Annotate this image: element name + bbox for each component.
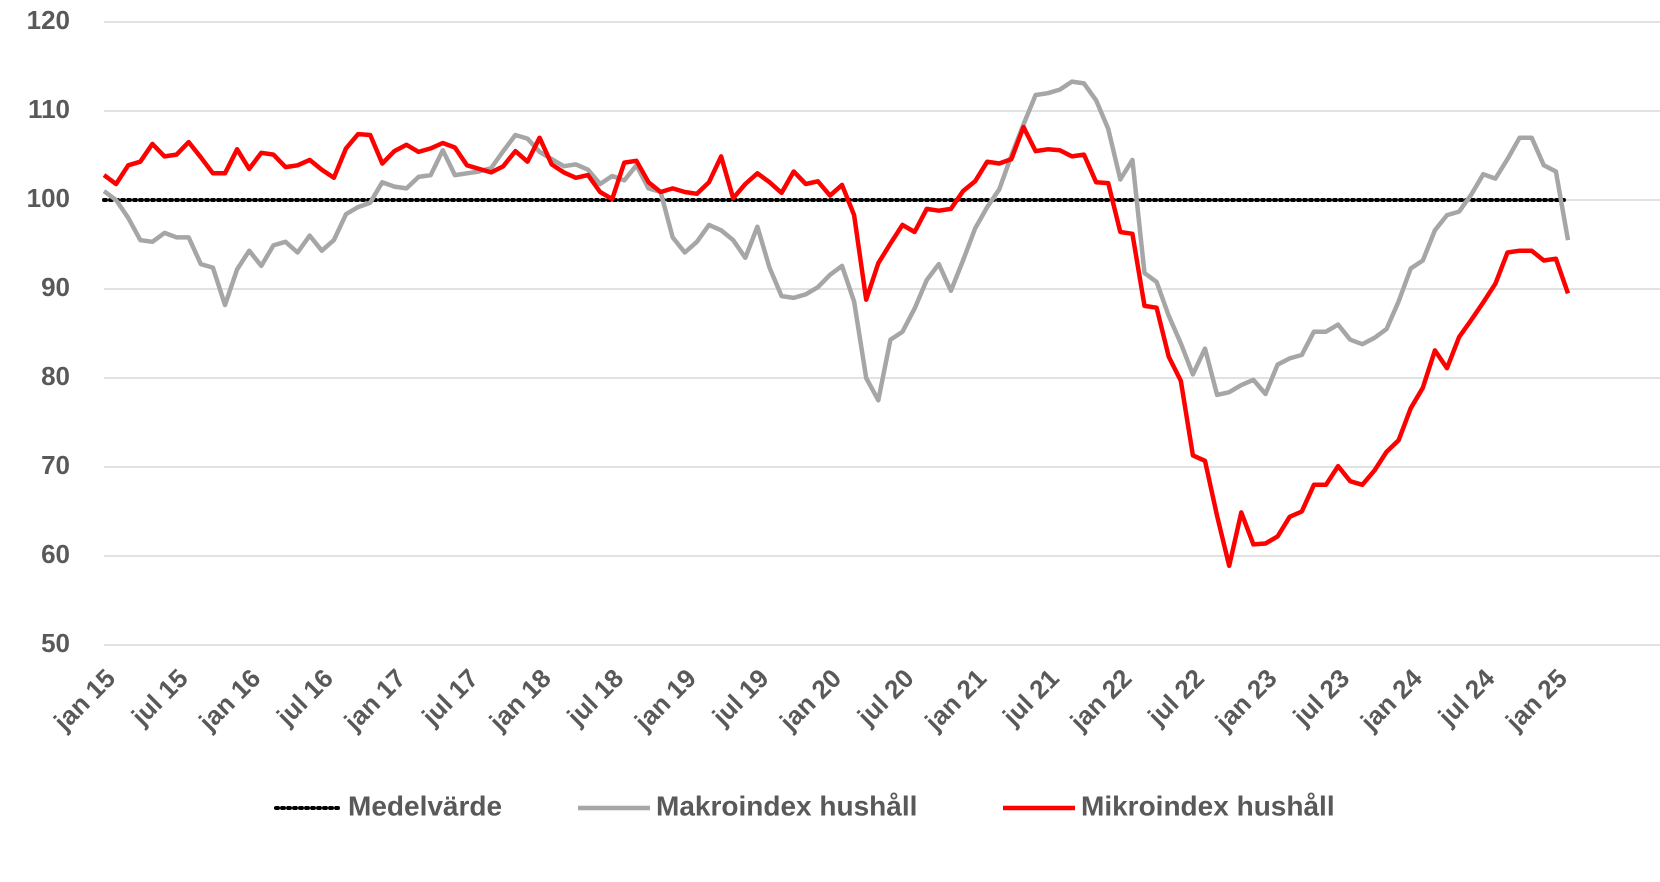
x-tick-label: jul 18 [560, 663, 629, 732]
x-tick-label: jan 18 [483, 663, 557, 737]
x-tick-label: jul 16 [270, 663, 339, 732]
legend-label: Makroindex hushåll [656, 790, 917, 821]
x-tick-label: jan 24 [1354, 663, 1428, 737]
x-tick-label: jan 22 [1063, 663, 1137, 737]
y-tick-label: 80 [41, 361, 70, 391]
x-tick-label: jan 25 [1499, 663, 1573, 737]
x-tick-label: jul 19 [706, 663, 775, 732]
y-tick-label: 60 [41, 539, 70, 569]
y-tick-label: 90 [41, 272, 70, 302]
x-tick-label: jan 23 [1209, 663, 1283, 737]
x-tick-label: jan 17 [337, 663, 411, 737]
series-line [102, 79, 1571, 403]
x-tick-label: jan 15 [47, 663, 121, 737]
x-tick-label: jan 19 [628, 663, 702, 737]
x-tick-label: jul 20 [851, 663, 920, 732]
x-tick-label: jul 23 [1286, 663, 1355, 732]
x-tick-label: jul 15 [125, 663, 194, 732]
x-tick-label: jul 21 [996, 663, 1065, 732]
y-tick-label: 70 [41, 450, 70, 480]
x-tick-label: jul 24 [1431, 663, 1500, 732]
legend-label: Medelvärde [348, 790, 502, 821]
y-tick-label: 50 [41, 628, 70, 658]
x-tick-label: jul 22 [1141, 663, 1210, 732]
y-tick-label: 120 [27, 5, 70, 35]
legend-label: Mikroindex hushåll [1081, 790, 1335, 821]
x-tick-label: jan 21 [918, 663, 992, 737]
x-tick-label: jan 20 [773, 663, 847, 737]
x-tick-label: jul 17 [415, 663, 484, 732]
series-line [102, 124, 1571, 569]
y-tick-label: 100 [27, 183, 70, 213]
y-tick-label: 110 [28, 94, 70, 124]
x-tick-label: jan 16 [192, 663, 266, 737]
